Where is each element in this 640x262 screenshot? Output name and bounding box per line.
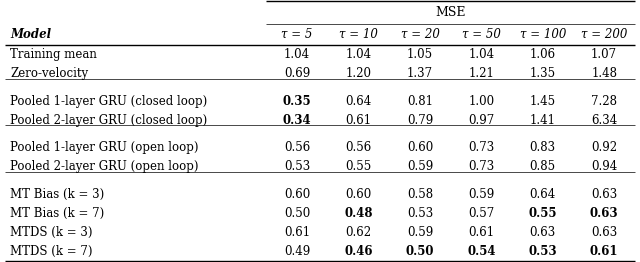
Text: 0.48: 0.48 — [344, 207, 373, 220]
Text: 0.79: 0.79 — [407, 113, 433, 127]
Text: 1.06: 1.06 — [530, 48, 556, 61]
Text: Zero-velocity: Zero-velocity — [10, 67, 88, 80]
Text: τ = 100: τ = 100 — [520, 28, 566, 41]
Text: 0.56: 0.56 — [346, 141, 372, 154]
Text: 0.69: 0.69 — [284, 67, 310, 80]
Text: Pooled 1-layer GRU (closed loop): Pooled 1-layer GRU (closed loop) — [10, 95, 207, 108]
Text: 0.46: 0.46 — [344, 245, 373, 258]
Text: MT Bias (k = 7): MT Bias (k = 7) — [10, 207, 104, 220]
Text: 0.53: 0.53 — [529, 245, 557, 258]
Text: 0.60: 0.60 — [284, 188, 310, 201]
Text: 0.61: 0.61 — [284, 226, 310, 239]
Text: 1.04: 1.04 — [284, 48, 310, 61]
Text: Training mean: Training mean — [10, 48, 97, 61]
Text: 0.73: 0.73 — [468, 141, 495, 154]
Text: 6.34: 6.34 — [591, 113, 618, 127]
Text: 0.59: 0.59 — [407, 160, 433, 173]
Text: 1.20: 1.20 — [346, 67, 372, 80]
Text: τ = 50: τ = 50 — [462, 28, 501, 41]
Text: 0.63: 0.63 — [591, 188, 618, 201]
Text: 0.85: 0.85 — [530, 160, 556, 173]
Text: 0.53: 0.53 — [284, 160, 310, 173]
Text: MT Bias (k = 3): MT Bias (k = 3) — [10, 188, 104, 201]
Text: 0.63: 0.63 — [591, 226, 618, 239]
Text: 0.64: 0.64 — [530, 188, 556, 201]
Text: MTDS (k = 7): MTDS (k = 7) — [10, 245, 93, 258]
Text: Pooled 2-layer GRU (open loop): Pooled 2-layer GRU (open loop) — [10, 160, 199, 173]
Text: 1.21: 1.21 — [468, 67, 494, 80]
Text: 0.61: 0.61 — [346, 113, 372, 127]
Text: 0.61: 0.61 — [590, 245, 618, 258]
Text: 0.92: 0.92 — [591, 141, 617, 154]
Text: 0.63: 0.63 — [590, 207, 618, 220]
Text: 0.34: 0.34 — [283, 113, 312, 127]
Text: 0.59: 0.59 — [468, 188, 495, 201]
Text: MTDS (k = 3): MTDS (k = 3) — [10, 226, 93, 239]
Text: τ = 10: τ = 10 — [339, 28, 378, 41]
Text: 0.50: 0.50 — [406, 245, 434, 258]
Text: 7.28: 7.28 — [591, 95, 617, 108]
Text: 0.83: 0.83 — [530, 141, 556, 154]
Text: 1.04: 1.04 — [468, 48, 495, 61]
Text: τ = 20: τ = 20 — [401, 28, 440, 41]
Text: 0.55: 0.55 — [346, 160, 372, 173]
Text: Model: Model — [10, 28, 51, 41]
Text: 1.48: 1.48 — [591, 67, 617, 80]
Text: Pooled 1-layer GRU (open loop): Pooled 1-layer GRU (open loop) — [10, 141, 199, 154]
Text: 0.56: 0.56 — [284, 141, 310, 154]
Text: 1.00: 1.00 — [468, 95, 495, 108]
Text: MSE: MSE — [435, 6, 466, 19]
Text: 0.55: 0.55 — [529, 207, 557, 220]
Text: 0.53: 0.53 — [407, 207, 433, 220]
Text: 0.57: 0.57 — [468, 207, 495, 220]
Text: 0.35: 0.35 — [283, 95, 312, 108]
Text: 0.61: 0.61 — [468, 226, 495, 239]
Text: 0.59: 0.59 — [407, 226, 433, 239]
Text: 1.05: 1.05 — [407, 48, 433, 61]
Text: τ = 200: τ = 200 — [581, 28, 627, 41]
Text: 1.41: 1.41 — [530, 113, 556, 127]
Text: 0.73: 0.73 — [468, 160, 495, 173]
Text: 1.04: 1.04 — [346, 48, 372, 61]
Text: 0.54: 0.54 — [467, 245, 495, 258]
Text: 0.49: 0.49 — [284, 245, 310, 258]
Text: 0.60: 0.60 — [407, 141, 433, 154]
Text: Pooled 2-layer GRU (closed loop): Pooled 2-layer GRU (closed loop) — [10, 113, 207, 127]
Text: 0.64: 0.64 — [346, 95, 372, 108]
Text: 1.35: 1.35 — [530, 67, 556, 80]
Text: 0.97: 0.97 — [468, 113, 495, 127]
Text: 0.63: 0.63 — [530, 226, 556, 239]
Text: 0.81: 0.81 — [407, 95, 433, 108]
Text: 0.50: 0.50 — [284, 207, 310, 220]
Text: 0.94: 0.94 — [591, 160, 618, 173]
Text: 1.45: 1.45 — [530, 95, 556, 108]
Text: 0.58: 0.58 — [407, 188, 433, 201]
Text: τ = 5: τ = 5 — [282, 28, 313, 41]
Text: 0.62: 0.62 — [346, 226, 372, 239]
Text: 1.37: 1.37 — [407, 67, 433, 80]
Text: 0.60: 0.60 — [346, 188, 372, 201]
Text: 1.07: 1.07 — [591, 48, 617, 61]
